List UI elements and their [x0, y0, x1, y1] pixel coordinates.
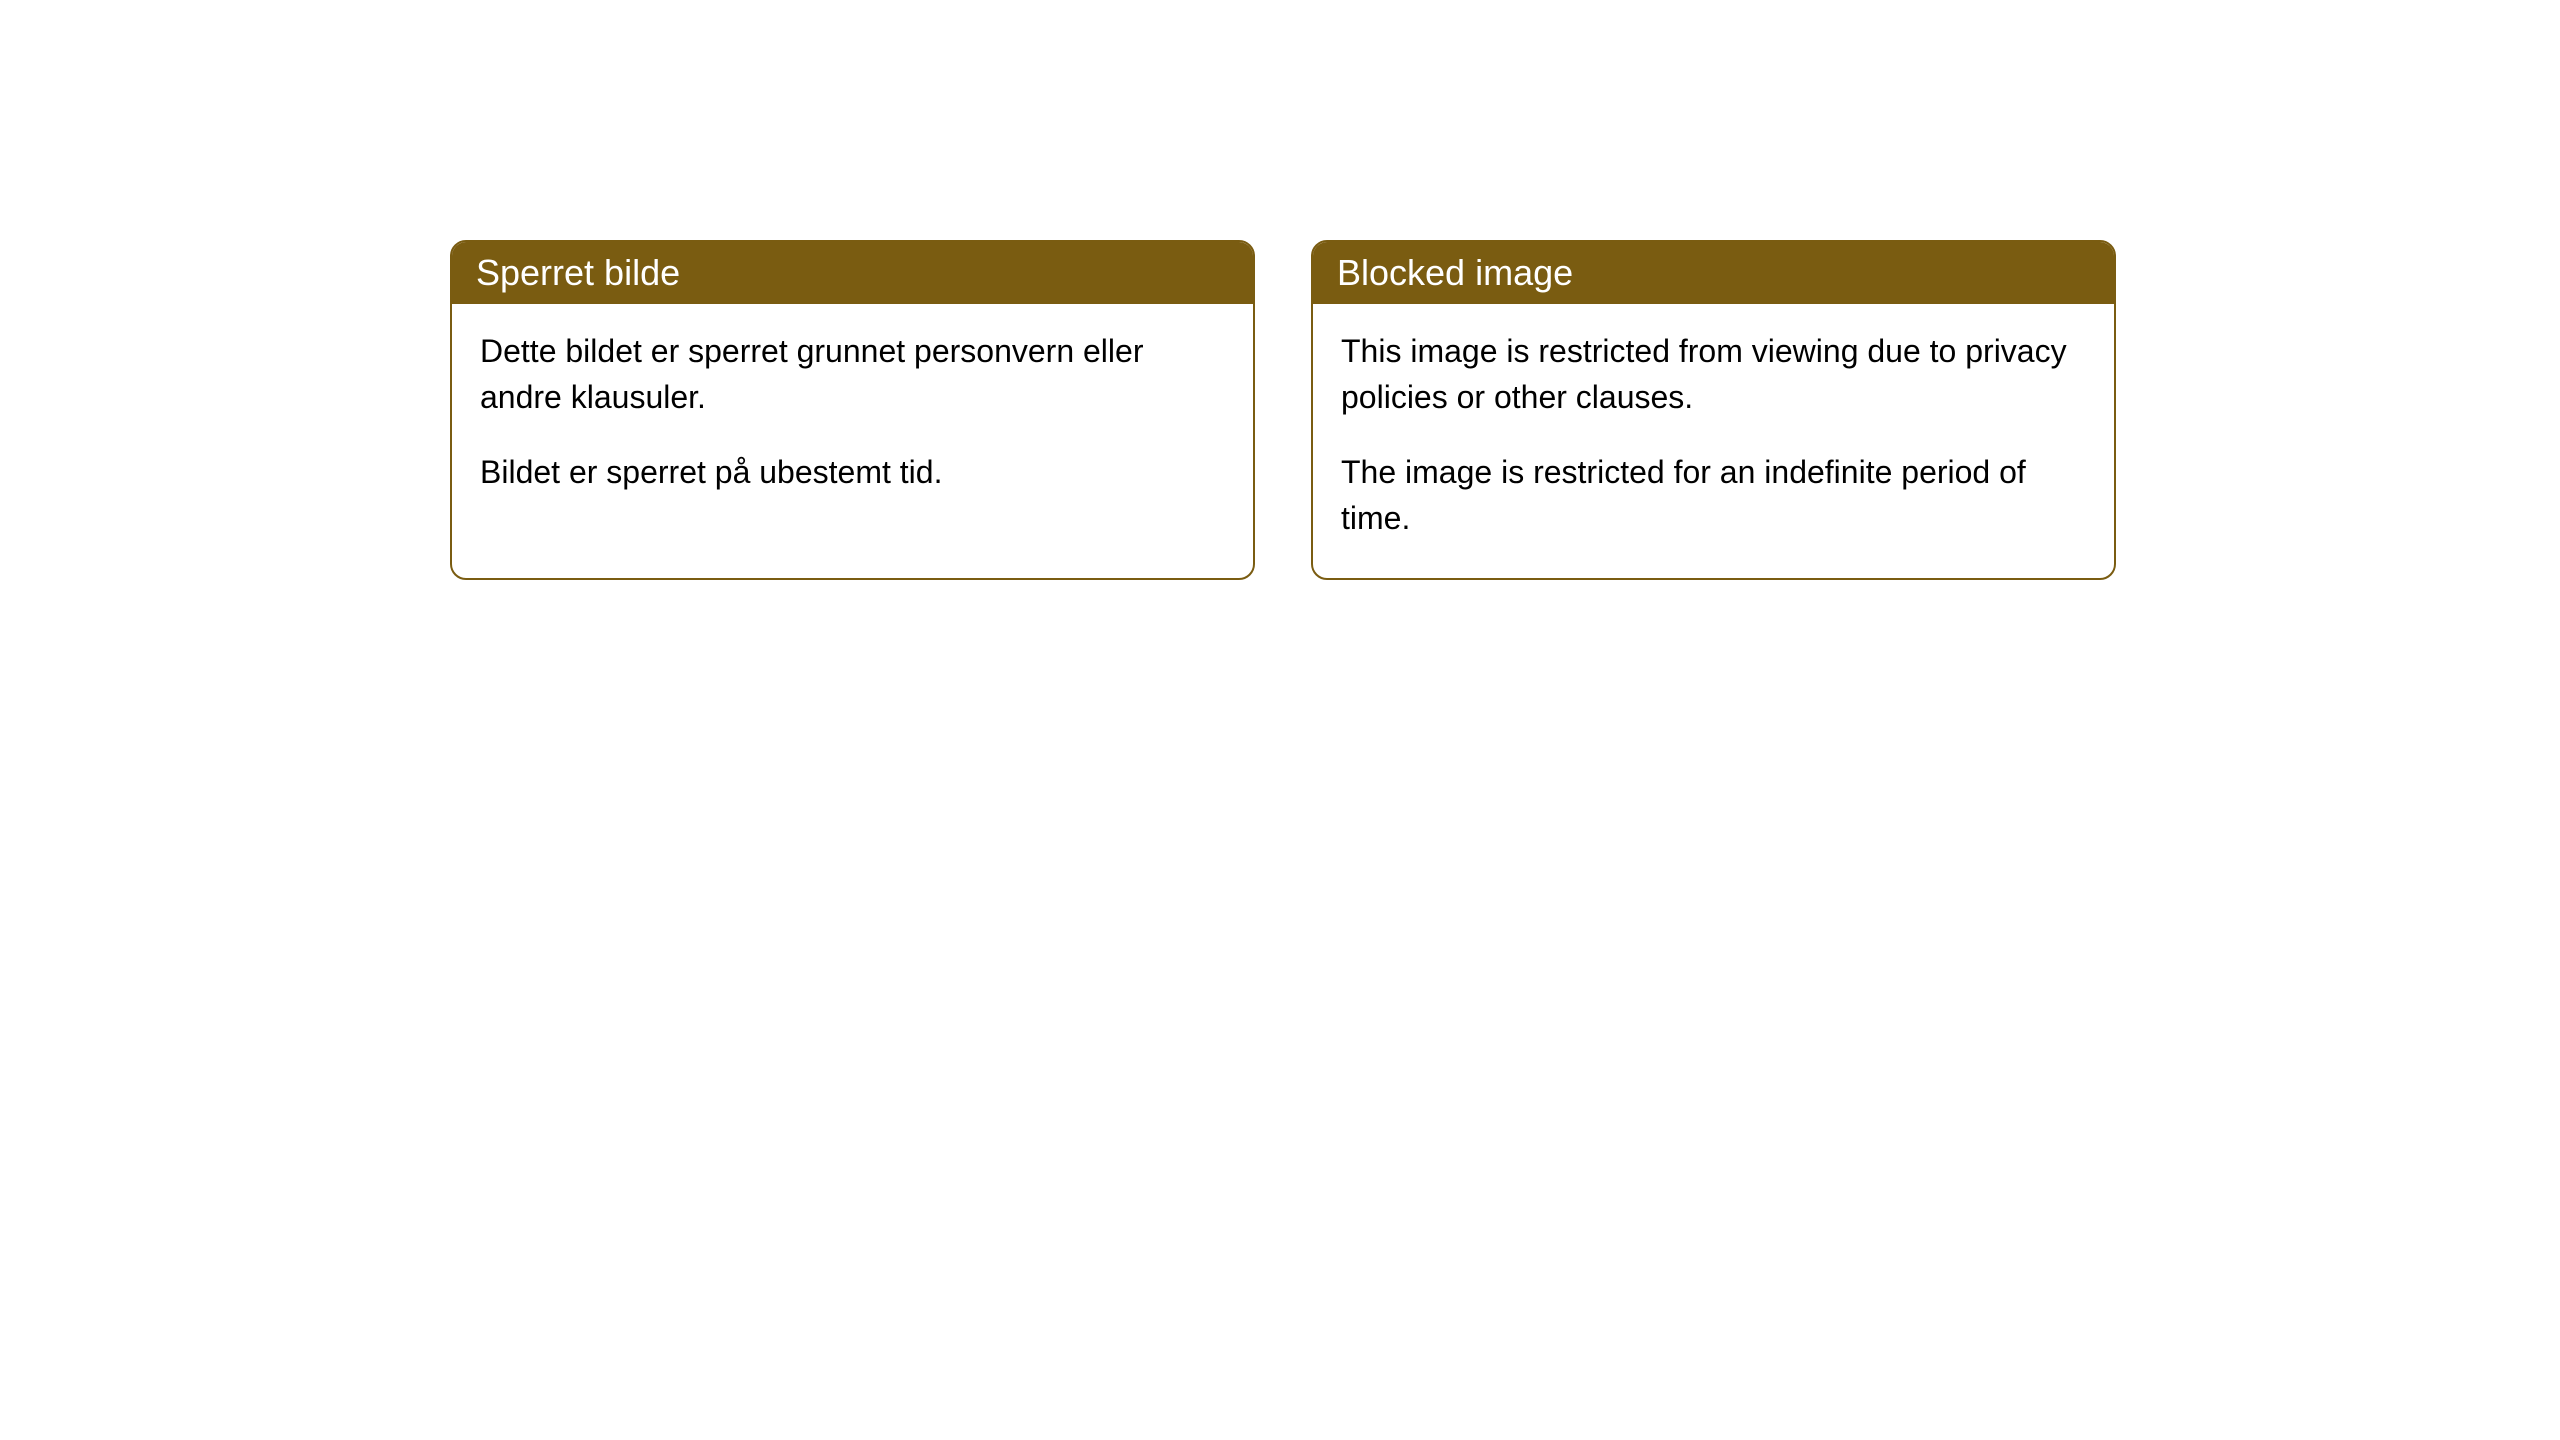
card-body: This image is restricted from viewing du…: [1313, 304, 2114, 578]
card-paragraph: Bildet er sperret på ubestemt tid.: [480, 449, 1225, 495]
notice-cards-container: Sperret bilde Dette bildet er sperret gr…: [450, 240, 2560, 580]
blocked-image-card-english: Blocked image This image is restricted f…: [1311, 240, 2116, 580]
card-header: Blocked image: [1313, 242, 2114, 304]
card-header: Sperret bilde: [452, 242, 1253, 304]
blocked-image-card-norwegian: Sperret bilde Dette bildet er sperret gr…: [450, 240, 1255, 580]
card-paragraph: Dette bildet er sperret grunnet personve…: [480, 328, 1225, 421]
card-title: Sperret bilde: [476, 252, 680, 293]
card-title: Blocked image: [1337, 252, 1573, 293]
card-paragraph: This image is restricted from viewing du…: [1341, 328, 2086, 421]
card-body: Dette bildet er sperret grunnet personve…: [452, 304, 1253, 531]
card-paragraph: The image is restricted for an indefinit…: [1341, 449, 2086, 542]
